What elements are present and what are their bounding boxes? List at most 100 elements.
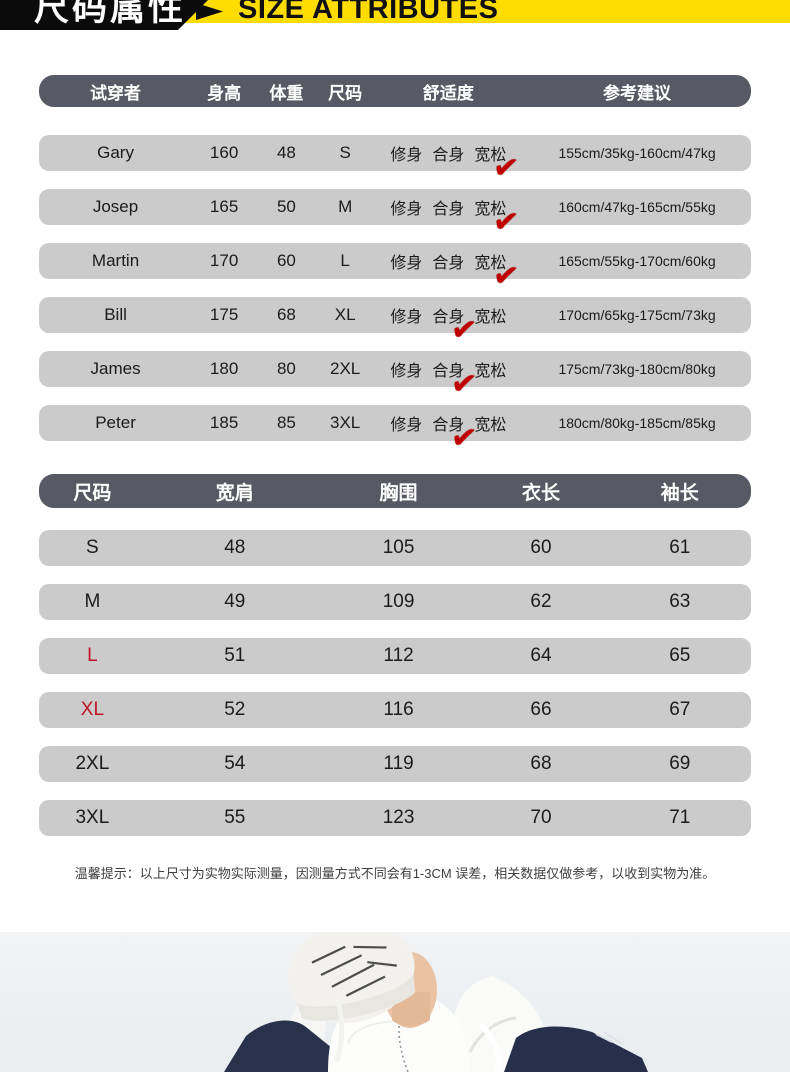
sleeve-value: 67: [669, 699, 691, 720]
fit-table-header: 试穿者 身高 体重 尺码 舒适度 参考建议: [39, 75, 751, 107]
sleeve-value: 65: [669, 645, 691, 666]
fit-col-height: 身高: [207, 83, 242, 103]
fitter-name: Josep: [92, 197, 139, 216]
drawstring-right: [479, 1023, 502, 1072]
fit-col-comfort: 舒适度: [422, 83, 474, 103]
size-table-row: M 49 109 62 63: [39, 584, 751, 620]
comfort-option: 修身: [390, 201, 423, 218]
fitter-size: L: [340, 251, 350, 270]
fitter-weight: 80: [276, 359, 296, 378]
red-check-icon: ✔: [491, 256, 522, 295]
fit-col-suggestion: 参考建议: [603, 83, 672, 103]
fitter-height: 175: [209, 305, 239, 324]
red-check-icon: ✔: [491, 202, 522, 241]
comfort-options: 修身 合身 ✔ 宽松: [374, 357, 524, 402]
chest-value: 123: [382, 807, 415, 828]
chest-value: 109: [382, 591, 415, 612]
length-value: 60: [530, 537, 552, 558]
size-value: 2XL: [75, 753, 110, 774]
fit-table-row: Bill 175 68 XL 修身 合身 ✔ 宽松 170cm/65kg-175c…: [39, 297, 751, 348]
fitter-height: 160: [209, 143, 239, 162]
reference-suggestion: 170cm/65kg-175cm/73kg: [558, 307, 716, 323]
size-table-row: 3XL 55 123 70 71: [39, 800, 751, 836]
reference-suggestion: 155cm/35kg-160cm/47kg: [558, 145, 716, 161]
comfort-option: 宽松: [474, 309, 507, 326]
beanie-hat: [287, 932, 416, 1023]
banner-title-cn: 尺码属性: [34, 0, 187, 28]
reference-suggestion: 175cm/73kg-180cm/80kg: [558, 361, 716, 377]
banner-ribbon-graphic: [0, 0, 790, 30]
size-value: S: [86, 537, 99, 558]
size-value: M: [84, 591, 101, 612]
length-value: 70: [530, 807, 552, 828]
length-value: 68: [530, 753, 552, 774]
fitter-weight: 68: [276, 305, 296, 324]
jacket-right: [504, 1026, 648, 1072]
comfort-options: 修身 合身 宽松 ✔: [374, 141, 524, 187]
fitter-size: S: [339, 143, 351, 162]
size-table-row: XL 52 116 66 67: [39, 692, 751, 728]
fit-col-fitter: 试穿者: [90, 83, 142, 103]
fitter-weight: 85: [276, 413, 296, 432]
comfort-option: 修身: [390, 309, 423, 326]
red-check-icon: ✔: [491, 148, 522, 187]
shoulder-value: 51: [224, 645, 246, 666]
fitter-weight: 50: [276, 197, 296, 216]
size-value: L: [87, 645, 98, 666]
fitter-size: 2XL: [330, 359, 361, 378]
chest-value: 119: [383, 753, 414, 774]
size-value: XL: [80, 699, 105, 720]
comfort-options: 修身 合身 ✔ 宽松: [374, 303, 524, 348]
fitter-height: 165: [209, 197, 239, 216]
chest-value: 112: [383, 645, 414, 666]
comfort-option: 宽松: [474, 417, 507, 434]
fit-table-row: Gary 160 48 S 修身 合身 宽松 ✔ 155cm/35kg-160cm…: [39, 135, 751, 187]
comfort-option: 合身: [432, 147, 465, 164]
chest-value: 116: [383, 699, 414, 720]
measurement-notice: 温馨提示：以上尺寸为实物实际测量，因测量方式不同会有1-3CM 误差，相关数据仅…: [74, 866, 716, 881]
beanie-print-text: [311, 945, 397, 997]
banner-title-en: SIZE ATTRIBUTES: [238, 0, 499, 25]
model-illustration: [0, 932, 790, 1072]
fitter-size: XL: [334, 305, 356, 324]
comfort-option: 修身: [390, 147, 423, 164]
comfort-option: 合身 ✔: [432, 417, 480, 457]
reference-suggestion: 180cm/80kg-185cm/85kg: [558, 415, 716, 431]
comfort-option: 宽松 ✔: [474, 201, 522, 241]
size-value: 3XL: [75, 807, 110, 828]
comfort-option: 宽松 ✔: [474, 147, 522, 187]
fitter-weight: 60: [276, 251, 296, 270]
fitter-name: Bill: [104, 305, 127, 324]
fitter-name: Martin: [91, 251, 140, 270]
sleeve-value: 71: [669, 807, 691, 828]
shoulder-value: 52: [224, 699, 246, 720]
product-photo: [0, 932, 790, 1072]
fitter-height: 170: [209, 251, 239, 270]
reference-suggestion: 160cm/47kg-165cm/55kg: [558, 199, 716, 215]
drawstring-left: [334, 999, 345, 1063]
shoulder-value: 54: [224, 753, 246, 774]
sleeve-value: 63: [669, 591, 691, 612]
shoulder-value: 55: [224, 807, 246, 828]
comfort-option: 合身: [432, 255, 465, 272]
fit-table-row: Josep 165 50 M 修身 合身 宽松 ✔ 160cm/47kg-165c…: [39, 189, 751, 241]
reference-suggestion: 165cm/55kg-170cm/60kg: [558, 253, 716, 269]
fitter-name: James: [90, 359, 141, 378]
fitter-weight: 48: [276, 143, 296, 162]
comfort-option: 合身: [432, 201, 465, 218]
size-table-header: 尺码 宽肩 胸围 衣长 袖长: [39, 474, 751, 508]
fit-col-weight: 体重: [269, 83, 304, 103]
comfort-option: 宽松 ✔: [474, 255, 522, 295]
comfort-options: 修身 合身 ✔ 宽松: [374, 411, 524, 457]
fit-table-row: Martin 170 60 L 修身 合身 宽松 ✔ 165cm/55kg-170…: [39, 243, 751, 295]
sleeve-value: 69: [669, 753, 691, 774]
comfort-option: 修身: [390, 255, 423, 272]
fitter-height: 185: [209, 413, 239, 432]
shoulder-value: 49: [224, 591, 246, 612]
jacket-left: [224, 1020, 332, 1072]
size-col-chest: 胸围: [379, 482, 418, 504]
chest-value: 105: [382, 537, 415, 558]
size-table-row: S 48 105 60 61: [39, 530, 751, 566]
fitter-size: M: [338, 197, 353, 216]
fitter-name: Peter: [95, 413, 136, 432]
